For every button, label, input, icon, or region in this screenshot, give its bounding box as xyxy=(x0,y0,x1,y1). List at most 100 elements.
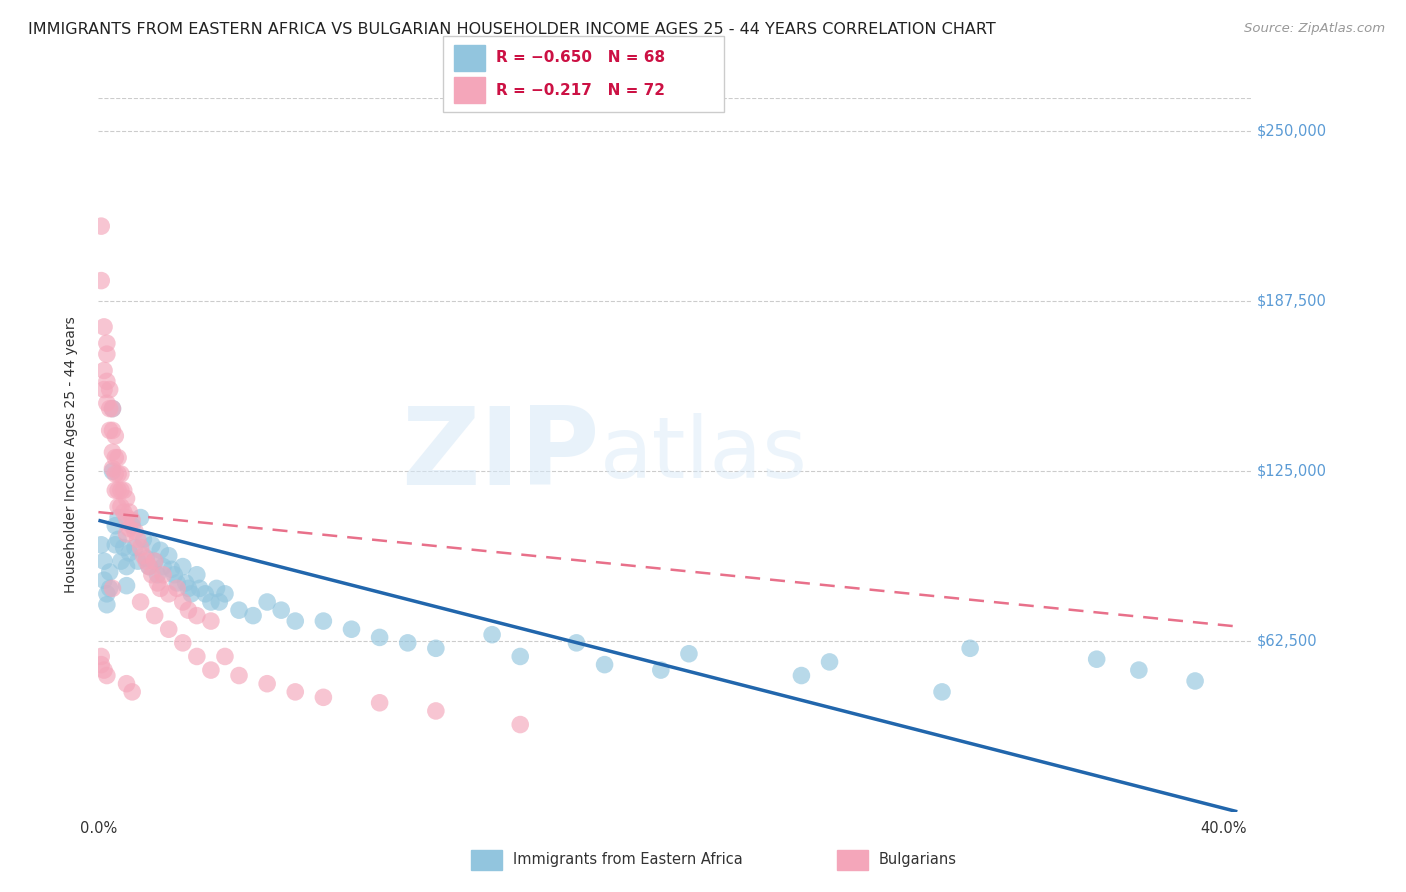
Point xyxy=(96,598,118,612)
Point xyxy=(90,538,112,552)
Point xyxy=(565,636,588,650)
Point xyxy=(104,467,127,481)
Point xyxy=(115,527,138,541)
Point xyxy=(101,424,124,438)
Point xyxy=(112,541,135,555)
Point xyxy=(186,649,208,664)
Point xyxy=(93,554,115,568)
Point xyxy=(101,461,124,475)
Point xyxy=(160,562,183,576)
Point xyxy=(115,579,138,593)
Point xyxy=(143,554,166,568)
Point xyxy=(93,663,115,677)
Point xyxy=(98,424,121,438)
Text: $250,000: $250,000 xyxy=(1257,123,1327,138)
Point xyxy=(138,559,160,574)
Point xyxy=(124,541,146,555)
Point xyxy=(425,704,447,718)
Point xyxy=(127,533,149,547)
Point xyxy=(509,649,531,664)
Point xyxy=(121,518,143,533)
Point xyxy=(166,576,188,591)
Point xyxy=(138,559,160,574)
Point xyxy=(256,676,278,690)
Point xyxy=(135,554,157,568)
Point xyxy=(157,587,180,601)
Point xyxy=(166,582,188,596)
Point xyxy=(96,375,118,389)
Point xyxy=(112,483,135,498)
Point xyxy=(172,636,194,650)
Point xyxy=(129,595,152,609)
Point xyxy=(90,657,112,672)
Point xyxy=(90,219,112,234)
Text: $187,500: $187,500 xyxy=(1257,293,1327,309)
Point xyxy=(132,549,155,563)
Point xyxy=(256,595,278,609)
Point xyxy=(129,541,152,555)
Point xyxy=(1128,663,1150,677)
Point xyxy=(93,573,115,587)
Point xyxy=(107,510,129,524)
Point xyxy=(143,608,166,623)
Point xyxy=(121,513,143,527)
Point xyxy=(96,587,118,601)
Point xyxy=(118,505,141,519)
Point xyxy=(214,649,236,664)
Y-axis label: Householder Income Ages 25 - 44 years: Householder Income Ages 25 - 44 years xyxy=(63,317,77,593)
Point xyxy=(110,554,132,568)
Point xyxy=(96,396,118,410)
Point xyxy=(509,717,531,731)
Point xyxy=(110,483,132,498)
Point xyxy=(129,510,152,524)
Point xyxy=(104,483,127,498)
Point xyxy=(121,685,143,699)
Point xyxy=(118,546,141,560)
Point xyxy=(107,450,129,465)
Point xyxy=(104,538,127,552)
Point xyxy=(104,429,127,443)
Point xyxy=(146,567,169,582)
Point xyxy=(200,595,222,609)
Point xyxy=(284,614,307,628)
Text: R = −0.650   N = 68: R = −0.650 N = 68 xyxy=(496,51,665,65)
Point xyxy=(98,383,121,397)
Point xyxy=(135,551,157,566)
Point xyxy=(96,668,118,682)
Point xyxy=(396,636,419,650)
Point xyxy=(101,582,124,596)
Point xyxy=(228,668,250,682)
Point xyxy=(141,567,163,582)
Point xyxy=(112,505,135,519)
Text: ZIP: ZIP xyxy=(402,402,600,508)
Point xyxy=(152,567,174,582)
Point xyxy=(93,319,115,334)
Point xyxy=(90,649,112,664)
Point xyxy=(101,401,124,416)
Point xyxy=(931,685,953,699)
Point xyxy=(110,467,132,481)
Point xyxy=(312,690,335,705)
Point xyxy=(127,554,149,568)
Point xyxy=(205,582,228,596)
Point xyxy=(208,595,231,609)
Point xyxy=(115,491,138,506)
Point xyxy=(149,582,172,596)
Point xyxy=(115,559,138,574)
Point xyxy=(157,622,180,636)
Point xyxy=(425,641,447,656)
Point xyxy=(101,464,124,478)
Point xyxy=(157,549,180,563)
Point xyxy=(959,641,981,656)
Text: R = −0.217   N = 72: R = −0.217 N = 72 xyxy=(496,83,665,97)
Point xyxy=(174,576,197,591)
Point xyxy=(141,538,163,552)
Point xyxy=(214,587,236,601)
Text: $125,000: $125,000 xyxy=(1257,464,1327,479)
Point xyxy=(368,631,391,645)
Point xyxy=(194,587,217,601)
Point xyxy=(98,565,121,579)
Point xyxy=(101,445,124,459)
Point xyxy=(1184,673,1206,688)
Point xyxy=(107,500,129,514)
